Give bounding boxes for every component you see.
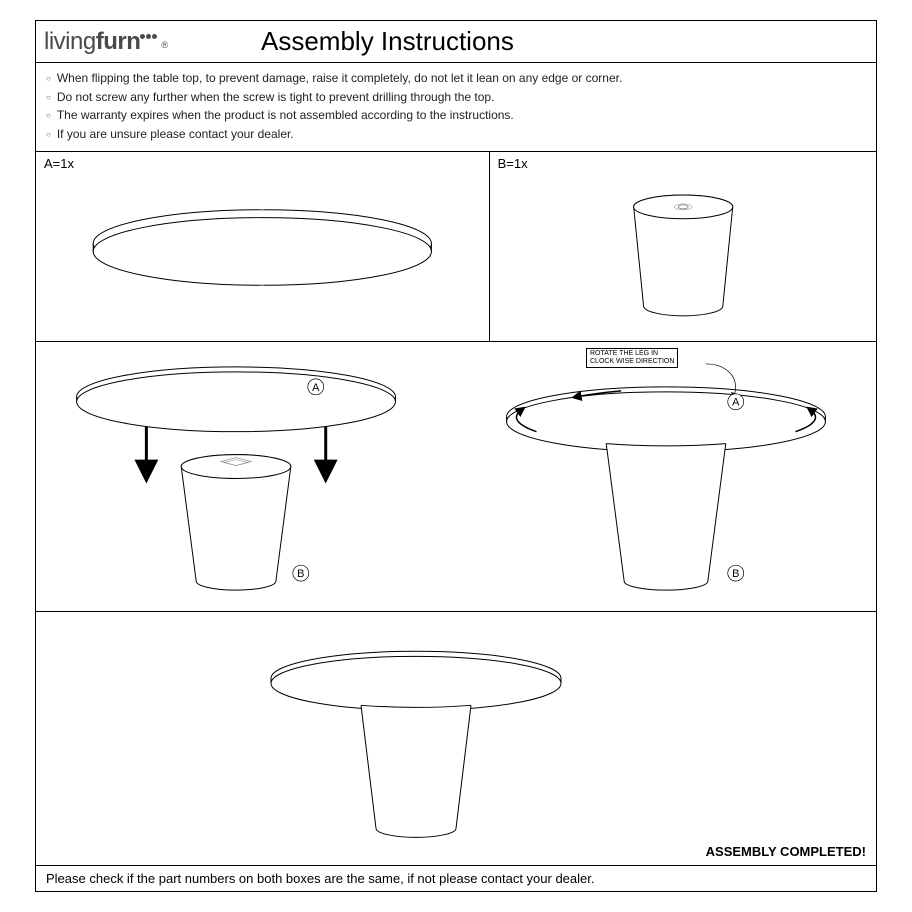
warning-item: If you are unsure please contact your de… xyxy=(46,125,866,144)
part-a-label: A=1x xyxy=(44,156,74,171)
step2-label-b: B xyxy=(732,569,739,581)
header: livingfurn ® Assembly Instructions xyxy=(36,21,876,63)
assembly-row: A B xyxy=(36,342,876,612)
part-b-diagram xyxy=(490,152,876,341)
step2-diagram: A B xyxy=(456,342,876,611)
logo-dots-icon xyxy=(140,34,157,39)
final-row: ASSEMBLY COMPLETED! xyxy=(36,612,876,866)
part-a-cell: A=1x xyxy=(36,152,490,341)
completed-label: ASSEMBLY COMPLETED! xyxy=(706,844,866,859)
page-title: Assembly Instructions xyxy=(221,26,876,57)
warnings-block: When flipping the table top, to prevent … xyxy=(36,63,876,152)
step1-cell: A B xyxy=(36,342,456,611)
step1-label-b: B xyxy=(297,569,304,581)
brand-text: livingfurn xyxy=(44,28,140,56)
warning-item: Do not screw any further when the screw … xyxy=(46,88,866,107)
step2-label-a: A xyxy=(732,397,740,409)
parts-row: A=1x B=1x xyxy=(36,152,876,342)
part-b-cell: B=1x xyxy=(490,152,876,341)
registered-mark: ® xyxy=(161,40,168,50)
footer-note: Please check if the part numbers on both… xyxy=(36,866,876,891)
brand-logo: livingfurn ® xyxy=(36,26,221,58)
step1-label-a: A xyxy=(312,382,320,394)
step2-cell: ROTATE THE LEG IN CLOCK WISE DIRECTION A xyxy=(456,342,876,611)
instruction-sheet: livingfurn ® Assembly Instructions When … xyxy=(35,20,877,892)
warning-item: The warranty expires when the product is… xyxy=(46,106,866,125)
warning-item: When flipping the table top, to prevent … xyxy=(46,69,866,88)
rotate-callout: ROTATE THE LEG IN CLOCK WISE DIRECTION xyxy=(586,348,678,367)
step1-diagram: A B xyxy=(36,342,456,611)
part-a-diagram xyxy=(36,152,489,341)
final-diagram xyxy=(36,612,876,865)
part-b-label: B=1x xyxy=(498,156,528,171)
